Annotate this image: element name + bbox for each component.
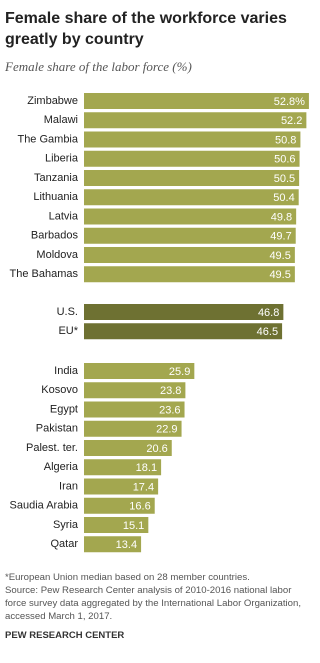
bar bbox=[84, 323, 283, 340]
chart-title: Female share of the workforce varies gre… bbox=[5, 10, 287, 48]
category-label: Qatar bbox=[50, 538, 78, 550]
value-label: 17.4 bbox=[133, 481, 154, 493]
bar bbox=[84, 382, 186, 399]
value-label: 50.6 bbox=[274, 154, 295, 166]
value-label: 20.6 bbox=[146, 443, 167, 455]
value-label: 46.8 bbox=[258, 307, 279, 319]
bar bbox=[84, 93, 309, 109]
category-label: India bbox=[54, 365, 79, 377]
value-label: 50.5 bbox=[274, 173, 295, 185]
bar bbox=[84, 150, 300, 167]
bar bbox=[84, 420, 182, 437]
bar bbox=[84, 440, 172, 456]
category-label: Kosovo bbox=[41, 384, 78, 396]
bar bbox=[84, 266, 295, 283]
value-label: 25.9 bbox=[169, 366, 190, 378]
bar bbox=[84, 363, 195, 379]
source: Source: Pew Research Center analysis of … bbox=[5, 585, 301, 622]
bar bbox=[84, 304, 284, 320]
category-label: U.S. bbox=[57, 306, 78, 318]
value-label: 22.9 bbox=[156, 424, 177, 436]
value-label: 52.8% bbox=[274, 96, 305, 108]
category-label: EU* bbox=[58, 325, 78, 337]
value-label: 52.2 bbox=[281, 115, 302, 127]
brand: PEW RESEARCH CENTER bbox=[5, 630, 125, 641]
bar bbox=[84, 247, 295, 263]
value-label: 50.8 bbox=[275, 134, 296, 146]
category-label: Egypt bbox=[50, 403, 78, 415]
bar bbox=[84, 208, 297, 225]
value-label: 15.1 bbox=[123, 520, 144, 532]
bar bbox=[84, 497, 155, 514]
value-label: 49.5 bbox=[269, 250, 290, 262]
category-label: The Bahamas bbox=[10, 268, 79, 280]
category-label: Lithuania bbox=[33, 191, 79, 203]
footnote: *European Union median based on 28 membe… bbox=[5, 572, 250, 583]
bar bbox=[84, 170, 300, 186]
category-label: Pakistan bbox=[36, 423, 78, 435]
category-label: Iran bbox=[59, 480, 78, 492]
category-label: The Gambia bbox=[17, 133, 78, 145]
page: Female share of the workforce varies gre… bbox=[5, 10, 309, 641]
value-label: 50.4 bbox=[273, 192, 294, 204]
category-label: Saudia Arabia bbox=[10, 500, 79, 512]
category-label: Liberia bbox=[45, 153, 79, 165]
bar bbox=[84, 459, 162, 476]
category-label: Moldova bbox=[36, 249, 78, 261]
category-label: Zimbabwe bbox=[27, 95, 78, 107]
notes: *European Union median based on 28 membe… bbox=[5, 571, 307, 623]
chart: Zimbabwe 52.8% Malawi 52.2 The Gambia 50.8 Lib… bbox=[10, 93, 309, 553]
bar bbox=[84, 517, 149, 533]
value-label: 23.6 bbox=[159, 404, 180, 416]
value-label: 46.5 bbox=[257, 326, 278, 338]
category-label: Barbados bbox=[31, 230, 79, 242]
bar bbox=[84, 478, 159, 495]
bar bbox=[84, 112, 307, 129]
value-label: 49.8 bbox=[271, 211, 292, 223]
bar bbox=[84, 401, 185, 418]
value-label: 16.6 bbox=[129, 501, 150, 513]
value-label: 49.5 bbox=[269, 269, 290, 281]
category-label: Latvia bbox=[49, 210, 79, 222]
value-label: 13.4 bbox=[116, 539, 137, 551]
value-label: 18.1 bbox=[136, 462, 157, 474]
bar bbox=[84, 189, 299, 206]
category-label: Palest. ter. bbox=[26, 442, 78, 454]
category-label: Malawi bbox=[44, 114, 78, 126]
bar bbox=[84, 131, 301, 148]
bar bbox=[84, 536, 142, 553]
value-label: 23.8 bbox=[160, 385, 181, 397]
category-label: Syria bbox=[53, 519, 79, 531]
category-label: Algeria bbox=[44, 461, 79, 473]
value-label: 49.7 bbox=[270, 231, 291, 243]
category-label: Tanzania bbox=[34, 172, 79, 184]
bar bbox=[84, 227, 296, 244]
chart-subtitle: Female share of the labor force (%) bbox=[5, 59, 192, 74]
